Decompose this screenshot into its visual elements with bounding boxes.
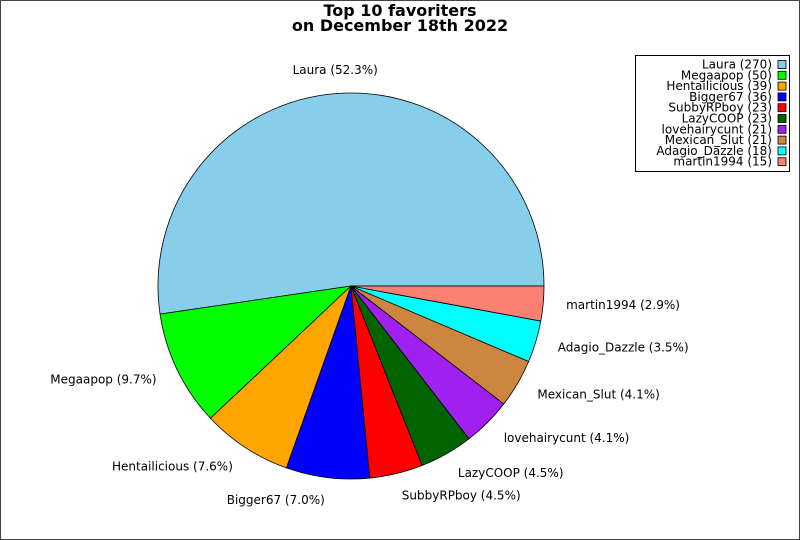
slice-label-megaapop: Megaapop (9.7%) xyxy=(50,373,156,387)
legend-swatch-laura xyxy=(777,60,787,69)
legend-label-martin1994: martin1994 (15) xyxy=(673,155,772,169)
slice-label-adagio-dazzle: Adagio_Dazzle (3.5%) xyxy=(558,341,689,355)
legend-label-lazycoop: LazyCOOP (23) xyxy=(682,112,772,126)
slice-label-bigger67: Bigger67 (7.0%) xyxy=(227,493,325,507)
legend: Laura (270) Megaapop (50) Hentailicious (3… xyxy=(635,55,790,172)
pie-slice-martin1994 xyxy=(350,285,545,322)
legend-label-laura: Laura (270) xyxy=(702,58,772,72)
slice-label-laura: Laura (52.3%) xyxy=(293,63,378,77)
chart-title: Top 10 favoriters xyxy=(323,1,477,20)
pie-slices xyxy=(157,92,545,480)
legend-swatch-martin1994 xyxy=(777,157,787,167)
legend-swatch-lovehairycunt xyxy=(777,124,787,134)
slice-label-lovehairycunt: lovehairycunt (4.1%) xyxy=(504,431,630,445)
slice-label-subbyrpboy: SubbyRPboy (4.5%) xyxy=(402,488,521,502)
slice-label-lazycoop: LazyCOOP (4.5%) xyxy=(458,466,564,480)
legend-label-bigger67: Bigger67 (36) xyxy=(689,90,772,104)
pie-slice-laura xyxy=(157,92,545,315)
legend-label-hentailicious: Hentailicious (39) xyxy=(666,79,772,93)
legend-swatch-bigger67 xyxy=(777,92,787,102)
legend-swatch-hentailicious xyxy=(777,81,787,91)
legend-label-megaapop: Megaapop (50) xyxy=(681,68,772,82)
legend-swatch-adagio-dazzle xyxy=(777,146,787,156)
legend-label-mexican-slut: Mexican_Slut (21) xyxy=(665,133,772,147)
legend-swatch-mexican-slut xyxy=(777,135,787,145)
pie-slice-megaapop xyxy=(159,285,353,419)
slice-label-hentailicious: Hentailicious (7.6%) xyxy=(112,459,233,473)
legend-swatch-lazycoop xyxy=(777,114,787,123)
legend-label-adagio-dazzle: Adagio_Dazzle (18) xyxy=(656,144,772,158)
slice-label-mexican-slut: Mexican_Slut (4.1%) xyxy=(537,388,659,402)
legend-entries: Laura (270)Megaapop (50)Hentailicious (3… xyxy=(656,58,787,169)
chart-subtitle: on December 18th 2022 xyxy=(291,16,509,35)
legend-swatch-megaapop xyxy=(777,70,787,80)
slice-label-martin1994: martin1994 (2.9%) xyxy=(566,298,680,312)
legend-swatch-subbyrpboy xyxy=(777,103,787,113)
legend-label-subbyrpboy: SubbyRPboy (23) xyxy=(668,101,772,115)
legend-label-lovehairycunt: lovehairycunt (21) xyxy=(662,122,772,136)
pie-slice-labels: Laura (52.3%) Megaapop (9.7%) Hentailiciou… xyxy=(50,63,688,507)
